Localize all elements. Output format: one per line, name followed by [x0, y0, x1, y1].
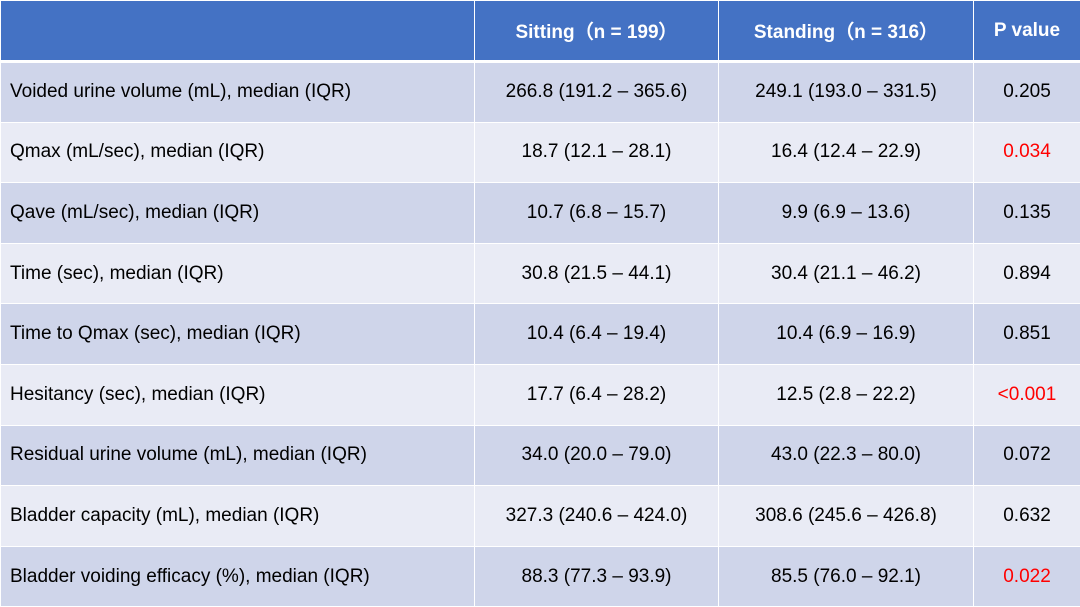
- header-parameter: [0, 0, 475, 63]
- cell-sitting: 18.7 (12.1 – 28.1): [474, 121, 719, 184]
- table-row: Residual urine volume (mL), median (IQR)…: [0, 424, 1080, 487]
- cell-sitting: 266.8 (191.2 – 365.6): [474, 61, 719, 123]
- cell-parameter: Bladder voiding efficacy (%), median (IQ…: [0, 545, 475, 607]
- cell-sitting: 34.0 (20.0 – 79.0): [474, 424, 719, 487]
- cell-standing: 43.0 (22.3 – 80.0): [718, 424, 974, 487]
- cell-parameter: Hesitancy (sec), median (IQR): [0, 363, 475, 426]
- cell-parameter: Residual urine volume (mL), median (IQR): [0, 424, 475, 487]
- table-row: Qave (mL/sec), median (IQR) 10.7 (6.8 – …: [0, 182, 1080, 244]
- cell-standing: 9.9 (6.9 – 13.6): [718, 182, 974, 244]
- cell-p-value: <0.001: [973, 363, 1080, 426]
- table-header: Sitting（n = 199） Standing（n = 316） P val…: [0, 0, 1080, 63]
- cell-sitting: 327.3 (240.6 – 424.0): [474, 485, 719, 547]
- header-sitting: Sitting（n = 199）: [474, 0, 719, 63]
- cell-standing: 30.4 (21.1 – 46.2): [718, 242, 974, 305]
- cell-p-value: 0.135: [973, 182, 1080, 244]
- table-row: Time to Qmax (sec), median (IQR) 10.4 (6…: [0, 303, 1080, 365]
- cell-parameter: Qmax (mL/sec), median (IQR): [0, 121, 475, 184]
- cell-standing: 10.4 (6.9 – 16.9): [718, 303, 974, 365]
- cell-sitting: 17.7 (6.4 – 28.2): [474, 363, 719, 426]
- cell-parameter: Voided urine volume (mL), median (IQR): [0, 61, 475, 123]
- header-standing: Standing（n = 316）: [718, 0, 974, 63]
- table-row: Bladder capacity (mL), median (IQR) 327.…: [0, 485, 1080, 547]
- table-body: Voided urine volume (mL), median (IQR) 2…: [0, 61, 1080, 607]
- cell-sitting: 30.8 (21.5 – 44.1): [474, 242, 719, 305]
- cell-standing: 308.6 (245.6 – 426.8): [718, 485, 974, 547]
- cell-parameter: Bladder capacity (mL), median (IQR): [0, 485, 475, 547]
- cell-p-value: 0.851: [973, 303, 1080, 365]
- cell-p-value: 0.072: [973, 424, 1080, 487]
- cell-standing: 12.5 (2.8 – 22.2): [718, 363, 974, 426]
- table-row: Bladder voiding efficacy (%), median (IQ…: [0, 545, 1080, 607]
- cell-parameter: Time to Qmax (sec), median (IQR): [0, 303, 475, 365]
- table-row: Time (sec), median (IQR) 30.8 (21.5 – 44…: [0, 242, 1080, 305]
- table-row: Qmax (mL/sec), median (IQR) 18.7 (12.1 –…: [0, 121, 1080, 184]
- header-row: Sitting（n = 199） Standing（n = 316） P val…: [0, 0, 1080, 63]
- cell-p-value: 0.205: [973, 61, 1080, 123]
- cell-standing: 249.1 (193.0 – 331.5): [718, 61, 974, 123]
- table-row: Hesitancy (sec), median (IQR) 17.7 (6.4 …: [0, 363, 1080, 426]
- cell-parameter: Time (sec), median (IQR): [0, 242, 475, 305]
- cell-p-value: 0.034: [973, 121, 1080, 184]
- header-p-value: P value: [973, 0, 1080, 63]
- cell-standing: 85.5 (76.0 – 92.1): [718, 545, 974, 607]
- cell-p-value: 0.894: [973, 242, 1080, 305]
- cell-sitting: 10.4 (6.4 – 19.4): [474, 303, 719, 365]
- cell-p-value: 0.022: [973, 545, 1080, 607]
- cell-p-value: 0.632: [973, 485, 1080, 547]
- cell-sitting: 10.7 (6.8 – 15.7): [474, 182, 719, 244]
- cell-sitting: 88.3 (77.3 – 93.9): [474, 545, 719, 607]
- cell-standing: 16.4 (12.4 – 22.9): [718, 121, 974, 184]
- table-row: Voided urine volume (mL), median (IQR) 2…: [0, 61, 1080, 123]
- cell-parameter: Qave (mL/sec), median (IQR): [0, 182, 475, 244]
